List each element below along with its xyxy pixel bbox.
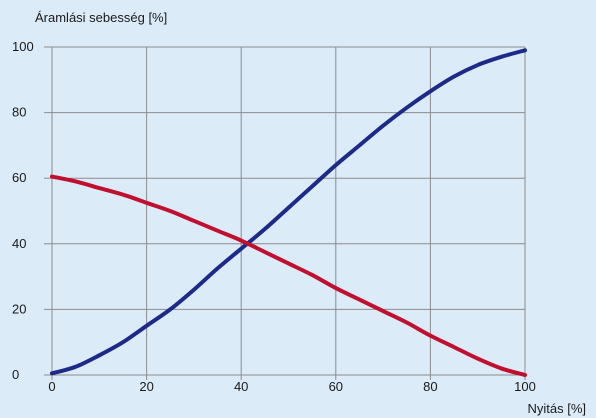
y-tick-label-0: 0	[12, 367, 19, 382]
y-tick-label-80: 80	[12, 105, 26, 120]
y-axis-label: Áramlási sebesség [%]	[35, 10, 167, 25]
x-axis-label: Nyitás [%]	[527, 401, 586, 416]
y-tick-label-20: 20	[12, 301, 26, 316]
x-tick-label-0: 0	[48, 379, 55, 394]
x-tick-label-80: 80	[423, 379, 437, 394]
x-tick-label-40: 40	[234, 379, 248, 394]
x-tick-label-20: 20	[139, 379, 153, 394]
grid	[52, 46, 526, 375]
y-tick-label-40: 40	[12, 236, 26, 251]
y-tick-label-60: 60	[12, 170, 26, 185]
y-tick-label-100: 100	[12, 39, 34, 54]
x-tick-label-60: 60	[329, 379, 343, 394]
series-line-1	[50, 48, 527, 376]
series-lines	[50, 48, 527, 377]
x-tick-label-100: 100	[514, 379, 536, 394]
axes	[44, 46, 526, 380]
tick-labels: 0 20 40 60 80 100 0 20 40 60 80 100	[12, 39, 536, 394]
